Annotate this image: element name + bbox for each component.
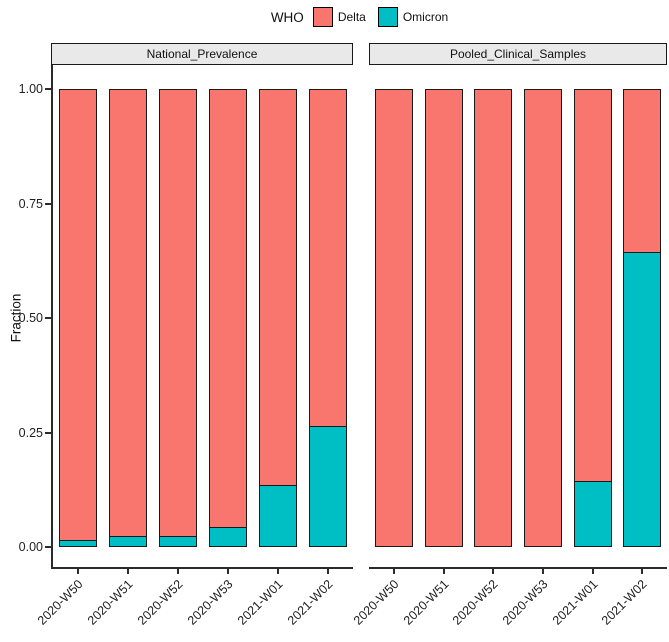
- y-tick-mark: [45, 546, 51, 548]
- bar-segment-omicron: [310, 426, 346, 546]
- bar-segment-omicron: [575, 481, 611, 546]
- x-tick-mark: [77, 569, 79, 574]
- x-tick-mark: [277, 569, 279, 574]
- bar-segment-omicron: [110, 536, 146, 546]
- x-axis-line-left-panel: [51, 567, 353, 569]
- x-tick-mark: [443, 569, 445, 574]
- x-tick-mark: [227, 569, 229, 574]
- y-tick-label: 1.00: [18, 82, 43, 96]
- y-tick-label: 0.25: [18, 425, 43, 440]
- bar-segment-delta: [260, 90, 296, 485]
- bar-segment-delta: [160, 90, 196, 536]
- bar-segment-omicron: [210, 527, 246, 546]
- legend-item-omicron: Omicron: [377, 7, 449, 27]
- legend-title: WHO: [270, 9, 304, 25]
- stacked-bar: [524, 89, 562, 547]
- x-tick-mark: [492, 569, 494, 574]
- bar-segment-delta: [376, 90, 412, 546]
- bar-segment-omicron: [624, 252, 660, 546]
- bar-segment-omicron: [60, 540, 96, 546]
- bar-segment-delta: [60, 90, 96, 540]
- bar-segment-omicron: [160, 536, 196, 546]
- bar-segment-delta: [110, 90, 146, 536]
- delta-swatch-icon: [312, 7, 333, 27]
- facet-strip-pooled-clinical-samples: Pooled_Clinical_Samples: [369, 43, 667, 65]
- panel-pooled-clinical-samples: [369, 65, 667, 567]
- stacked-bar: [375, 89, 413, 547]
- stacked-bar: [574, 89, 612, 547]
- bar-segment-delta: [624, 90, 660, 252]
- facet-strip-label: Pooled_Clinical_Samples: [449, 47, 587, 61]
- x-tick-mark: [177, 569, 179, 574]
- stacked-bar: [159, 89, 197, 547]
- stacked-bar: [623, 89, 661, 547]
- bar-segment-delta: [426, 90, 462, 546]
- y-tick-label: 0.75: [18, 196, 43, 211]
- x-axis-line-right-panel: [369, 567, 667, 569]
- y-axis-line: [51, 65, 53, 569]
- x-tick-mark: [393, 569, 395, 574]
- bar-segment-delta: [525, 90, 561, 546]
- stacked-bar: [259, 89, 297, 547]
- legend-label-delta: Delta: [337, 10, 366, 24]
- y-tick-label: 0.00: [18, 540, 43, 554]
- stacked-bar: [59, 89, 97, 547]
- legend-item-delta: Delta: [312, 7, 366, 27]
- y-tick-mark: [45, 431, 51, 434]
- bar-segment-delta: [475, 90, 511, 546]
- panel-national-prevalence: [53, 65, 353, 567]
- x-tick-mark: [127, 569, 129, 574]
- x-tick-mark: [542, 569, 544, 574]
- stacked-bar: [209, 89, 247, 547]
- x-tick-mark: [327, 569, 329, 574]
- y-tick-mark: [45, 88, 51, 90]
- legend-label-omicron: Omicron: [402, 10, 449, 24]
- bar-segment-delta: [310, 90, 346, 426]
- x-tick-mark: [641, 569, 643, 574]
- stacked-bar: [309, 89, 347, 547]
- facet-strip-label: National_Prevalence: [146, 47, 258, 61]
- y-tick-mark: [45, 202, 51, 205]
- y-tick-label: 0.50: [18, 311, 43, 325]
- x-tick-mark: [592, 569, 594, 574]
- y-tick-mark: [45, 317, 51, 319]
- stacked-bar: [425, 89, 463, 547]
- bar-segment-delta: [575, 90, 611, 481]
- facet-strip-national-prevalence: National_Prevalence: [51, 43, 353, 65]
- stacked-bar: [474, 89, 512, 547]
- bar-segment-delta: [210, 90, 246, 527]
- stacked-bar: [109, 89, 147, 547]
- legend: WHO Delta Omicron: [52, 3, 667, 31]
- omicron-swatch-icon: [377, 7, 398, 27]
- bar-segment-omicron: [260, 485, 296, 546]
